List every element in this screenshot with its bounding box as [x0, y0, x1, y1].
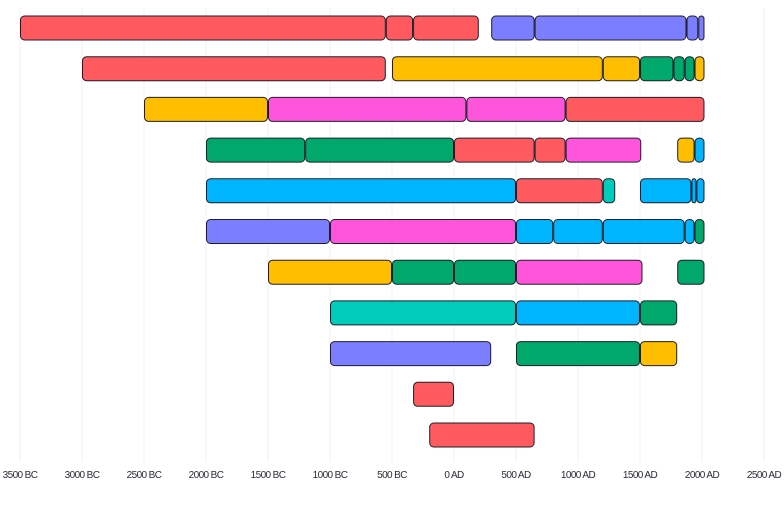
timeline-segment: [144, 96, 268, 122]
timeline-segment: [640, 178, 692, 204]
timeline-segment: [694, 219, 705, 244]
timeline-segment: [305, 137, 455, 163]
timeline-segment: [565, 137, 642, 163]
timeline-segment: [516, 259, 643, 285]
timeline-segment: [330, 219, 516, 244]
timeline-segment: [454, 259, 516, 285]
timeline-segment: [330, 341, 492, 367]
x-tick-label: 3500 BC: [3, 470, 38, 481]
timeline-segment: [20, 15, 386, 41]
x-tick-label: 1500 BC: [251, 470, 286, 481]
timeline-segment: [696, 178, 705, 204]
timeline-segment: [206, 178, 516, 204]
timeline-segment: [466, 96, 566, 122]
x-tick-label: 1500 AD: [623, 470, 658, 481]
timeline-segment: [691, 178, 697, 204]
timeline-segment: [268, 259, 392, 285]
timeline-segment: [454, 137, 535, 163]
timeline-segment: [640, 56, 674, 82]
timeline-segment: [694, 137, 705, 163]
x-tick-label: 1000 AD: [561, 470, 596, 481]
timeline-segment: [413, 15, 479, 41]
x-tick-label: 3000 BC: [65, 470, 100, 481]
x-tick-label: 2000 AD: [685, 470, 720, 481]
timeline-segment: [602, 178, 616, 204]
x-axis: 3500 BC 3000 BC 2500 BC 2000 BC 1500 BC …: [3, 470, 782, 481]
timeline-segment: [268, 96, 467, 122]
timeline-segment: [686, 15, 699, 41]
timeline-segment: [534, 15, 687, 41]
timeline-segment: [565, 96, 705, 122]
timeline-segment: [677, 259, 705, 285]
bars: [20, 15, 705, 448]
timeline-segment: [602, 56, 640, 82]
timeline-segment: [392, 259, 454, 285]
x-tick-label: 500 AD: [501, 470, 531, 481]
timeline-segment: [677, 137, 695, 163]
timeline-segment: [82, 56, 386, 82]
timeline-segment: [684, 56, 695, 82]
timeline-segment: [694, 56, 705, 82]
x-tick-label: 2500 BC: [127, 470, 162, 481]
timeline-segment: [684, 219, 695, 244]
timeline-segment: [206, 137, 306, 163]
timeline-segment: [491, 15, 535, 41]
timeline-segment: [673, 56, 685, 82]
timeline-segment: [640, 300, 678, 326]
x-tick-label: 1000 BC: [313, 470, 348, 481]
timeline-segment: [602, 219, 685, 244]
timeline-segment: [553, 219, 603, 244]
timeline-segment: [516, 341, 640, 367]
timeline-segment: [534, 137, 566, 163]
timeline-segment: [392, 56, 603, 82]
x-tick-label: 2500 AD: [747, 470, 782, 481]
timeline-segment: [516, 300, 640, 326]
timeline-segment: [640, 341, 678, 367]
timeline-segment: [516, 219, 554, 244]
timeline-segment: [206, 219, 330, 244]
timeline-segment: [385, 15, 414, 41]
x-tick-label: 0 AD: [444, 470, 464, 481]
timeline-segment: [516, 178, 603, 204]
timeline-segment: [330, 300, 516, 326]
timeline-segment: [413, 381, 454, 407]
x-tick-label: 2000 BC: [189, 470, 224, 481]
timeline-segment: [429, 422, 535, 448]
timeline-segment: [698, 15, 705, 41]
x-tick-label: 500 BC: [377, 470, 407, 481]
